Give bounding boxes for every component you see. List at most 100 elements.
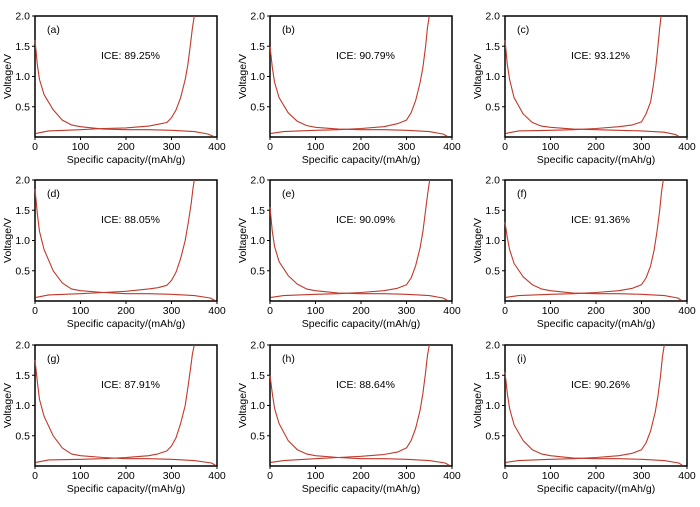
y-tick-label: 1.0 [15, 400, 30, 412]
plot-frame [269, 15, 453, 138]
y-axis-title: Voltage/V [2, 218, 14, 263]
x-tick-label: 400 [208, 141, 226, 153]
y-tick-label: 1.0 [485, 400, 500, 412]
y-tick-label: 2.0 [250, 340, 265, 352]
x-tick-label: 200 [352, 141, 370, 153]
panel-i: 0 100 200 300 400 0.5 1.0 1.5 2.0 Specific capaci… [472, 340, 696, 496]
x-tick-label: 100 [542, 305, 560, 317]
x-axis-title: Specific capacity/(mAh/g) [67, 318, 185, 330]
y-tick-label: 1.5 [485, 205, 500, 217]
y-tick-label: 1.5 [15, 370, 30, 382]
ice-annotation: ICE: 88.05% [101, 214, 160, 226]
ice-annotation: ICE: 88.64% [336, 379, 395, 391]
y-axis-title: Voltage/V [472, 218, 484, 263]
series-charge-line [270, 344, 430, 463]
series-discharge-line [34, 40, 214, 137]
series-discharge-line [269, 375, 450, 466]
x-axis-title: Specific capacity/(mAh/g) [537, 483, 655, 495]
series-discharge-line [504, 40, 680, 137]
y-axis-title: Voltage/V [2, 383, 14, 428]
x-tick-label: 200 [117, 141, 135, 153]
y-tick-label: 1.0 [250, 400, 265, 412]
x-tick-label: 100 [542, 141, 560, 153]
x-tick-label: 100 [72, 305, 90, 317]
y-tick-label: 1.5 [15, 41, 30, 53]
y-axis-title: Voltage/V [2, 54, 14, 99]
panel-c: 0 100 200 300 400 0.5 1.0 1.5 2.0 Specific capaci… [472, 11, 696, 167]
series-charge-line [35, 344, 195, 463]
y-tick-label: 0.5 [15, 430, 30, 442]
x-tick-label: 200 [117, 470, 135, 482]
plot-frame [504, 344, 688, 467]
x-tick-label: 400 [678, 470, 696, 482]
y-tick-label: 2.0 [250, 11, 265, 23]
x-tick-label: 300 [398, 470, 416, 482]
x-tick-label: 0 [32, 141, 38, 153]
x-tick-label: 300 [633, 305, 651, 317]
panel-e: 0 100 200 300 400 0.5 1.0 1.5 2.0 Specific capaci… [237, 175, 461, 331]
series-discharge-line [34, 189, 215, 301]
panel-label: (c) [517, 24, 529, 36]
series-discharge-line [269, 207, 448, 301]
panel-h: 0 100 200 300 400 0.5 1.0 1.5 2.0 Specific capaci… [237, 340, 461, 496]
y-tick-label: 0.5 [15, 265, 30, 277]
series-charge-line [35, 179, 195, 298]
plot-frame [34, 15, 218, 138]
y-axis-title: Voltage/V [237, 383, 249, 428]
y-tick-label: 1.5 [485, 370, 500, 382]
y-axis-title: Voltage/V [472, 54, 484, 99]
x-tick-label: 200 [587, 305, 605, 317]
x-tick-label: 0 [267, 141, 273, 153]
panel-label: (a) [47, 24, 60, 36]
y-tick-label: 2.0 [15, 340, 30, 352]
x-tick-label: 300 [163, 141, 181, 153]
panel-label: (g) [47, 353, 60, 365]
y-tick-label: 1.0 [15, 235, 30, 247]
x-axis-title: Specific capacity/(mAh/g) [67, 154, 185, 166]
series-charge-line [505, 15, 662, 134]
y-tick-label: 1.5 [250, 41, 265, 53]
panel-d: 0 100 200 300 400 0.5 1.0 1.5 2.0 Specific capaci… [2, 175, 226, 331]
series-charge-line [270, 15, 430, 134]
panel-label: (e) [282, 188, 295, 200]
panel-label: (i) [517, 353, 526, 365]
panel-g: 0 100 200 300 400 0.5 1.0 1.5 2.0 Specific capaci… [2, 340, 226, 496]
y-tick-label: 0.5 [250, 265, 265, 277]
panel-a: 0 100 200 300 400 0.5 1.0 1.5 2.0 Specific capaci… [2, 11, 226, 167]
x-tick-label: 100 [307, 141, 325, 153]
y-tick-label: 2.0 [485, 175, 500, 187]
x-tick-label: 300 [163, 470, 181, 482]
ice-annotation: ICE: 87.91% [101, 379, 160, 391]
x-tick-label: 0 [32, 305, 38, 317]
x-tick-label: 0 [502, 305, 508, 317]
x-tick-label: 300 [163, 305, 181, 317]
x-tick-label: 100 [72, 470, 90, 482]
x-tick-label: 100 [307, 305, 325, 317]
x-tick-label: 300 [633, 470, 651, 482]
y-tick-label: 0.5 [485, 101, 500, 113]
y-tick-label: 1.0 [250, 71, 265, 83]
series-charge-line [505, 179, 664, 298]
y-tick-label: 1.5 [485, 41, 500, 53]
plot-frame [269, 344, 453, 467]
x-tick-label: 400 [443, 470, 461, 482]
x-tick-label: 400 [443, 305, 461, 317]
y-tick-label: 2.0 [485, 340, 500, 352]
panel-label: (b) [282, 24, 295, 36]
x-axis-title: Specific capacity/(mAh/g) [537, 318, 655, 330]
panel-label: (d) [47, 188, 60, 200]
y-tick-label: 1.5 [15, 205, 30, 217]
x-tick-label: 200 [587, 470, 605, 482]
x-tick-label: 100 [72, 141, 90, 153]
x-tick-label: 200 [587, 141, 605, 153]
x-tick-label: 0 [502, 141, 508, 153]
y-tick-label: 1.0 [15, 71, 30, 83]
y-tick-label: 1.0 [485, 71, 500, 83]
x-tick-label: 0 [267, 305, 273, 317]
y-tick-label: 0.5 [15, 101, 30, 113]
x-tick-label: 400 [208, 305, 226, 317]
x-tick-label: 400 [678, 305, 696, 317]
x-tick-label: 100 [542, 470, 560, 482]
x-axis-title: Specific capacity/(mAh/g) [302, 154, 420, 166]
